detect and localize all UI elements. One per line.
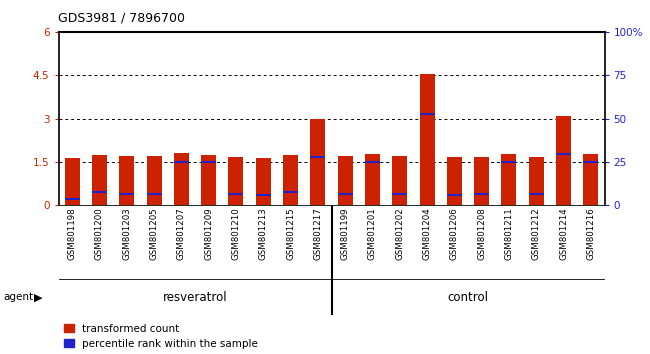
Bar [201,155,216,205]
Bar [501,161,517,163]
Bar [119,156,135,205]
Bar [119,193,135,195]
Text: GSM801212: GSM801212 [532,207,541,260]
Bar [92,191,107,193]
Text: GSM801209: GSM801209 [204,207,213,260]
Bar [310,119,326,205]
Text: GDS3981 / 7896700: GDS3981 / 7896700 [58,12,185,25]
Text: GSM801202: GSM801202 [395,207,404,260]
Text: GSM801217: GSM801217 [313,207,322,260]
Text: GSM801213: GSM801213 [259,207,268,260]
Bar [528,193,544,195]
Bar [174,161,189,163]
Bar [392,193,408,195]
Text: GSM801201: GSM801201 [368,207,377,260]
Text: GSM801216: GSM801216 [586,207,595,260]
Bar [501,154,517,205]
Text: resveratrol: resveratrol [162,291,228,304]
Text: GSM801205: GSM801205 [150,207,159,260]
Bar [583,161,599,163]
Bar [365,161,380,163]
Text: GSM801198: GSM801198 [68,207,77,260]
Text: GSM801211: GSM801211 [504,207,514,260]
Bar [365,154,380,205]
Text: GSM801199: GSM801199 [341,207,350,260]
Text: GSM801206: GSM801206 [450,207,459,260]
Bar [337,193,353,195]
Bar [528,157,544,205]
Bar [255,158,271,205]
Bar [419,113,435,115]
Bar [201,161,216,163]
Text: GSM801200: GSM801200 [95,207,104,260]
Text: ▶: ▶ [34,292,42,302]
Bar [92,155,107,205]
Text: control: control [447,291,489,304]
Text: GSM801215: GSM801215 [286,207,295,260]
Bar [474,193,489,195]
Bar [556,116,571,205]
Text: GSM801214: GSM801214 [559,207,568,260]
Bar [228,193,244,195]
Bar [64,158,80,205]
Bar [283,191,298,193]
Bar [583,154,599,205]
Bar [392,156,408,205]
Bar [419,74,435,205]
Bar [337,156,353,205]
Bar [556,153,571,155]
Bar [228,157,244,205]
Legend: transformed count, percentile rank within the sample: transformed count, percentile rank withi… [64,324,258,349]
Bar [310,156,326,158]
Bar [447,157,462,205]
Bar [146,156,162,205]
Text: GSM801207: GSM801207 [177,207,186,260]
Bar [255,194,271,196]
Text: agent: agent [3,292,33,302]
Text: GSM801204: GSM801204 [422,207,432,260]
Text: GSM801210: GSM801210 [231,207,240,260]
Text: GSM801203: GSM801203 [122,207,131,260]
Bar [474,157,489,205]
Bar [447,194,462,196]
Bar [174,153,189,205]
Bar [146,193,162,195]
Bar [64,198,80,200]
Bar [283,155,298,205]
Text: GSM801208: GSM801208 [477,207,486,260]
